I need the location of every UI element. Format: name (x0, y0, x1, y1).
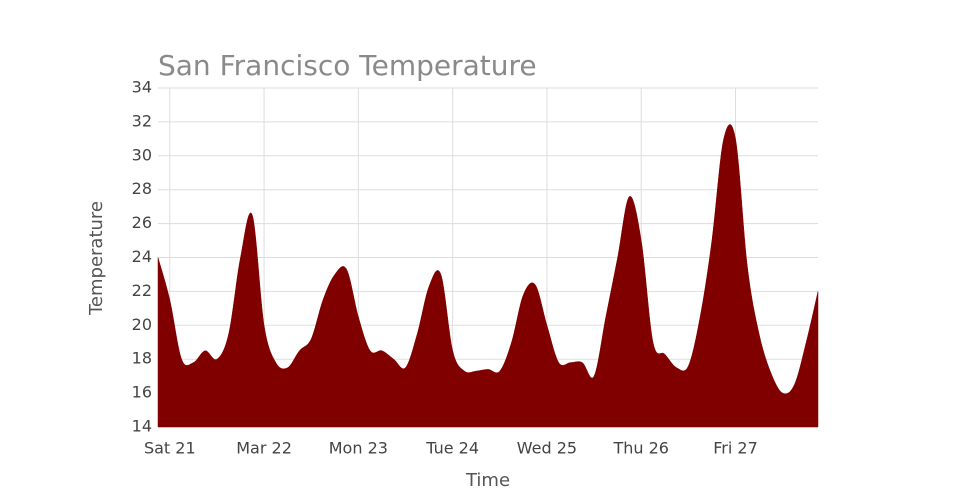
x-tick-label: Mar 22 (236, 439, 292, 458)
y-tick-label: 30 (132, 145, 152, 164)
x-tick-label: Wed 25 (517, 439, 577, 458)
y-tick-label: 14 (132, 417, 152, 436)
y-tick-label: 20 (132, 315, 152, 334)
x-axis-title: Time (465, 470, 510, 491)
y-tick-label: 28 (132, 179, 152, 198)
x-tick-label: Tue 24 (425, 439, 479, 458)
y-tick-label: 22 (132, 281, 152, 300)
x-tick-label: Thu 26 (612, 439, 669, 458)
y-tick-label: 34 (132, 78, 152, 97)
chart-title: San Francisco Temperature (158, 49, 537, 82)
y-tick-label: 26 (132, 213, 152, 232)
x-tick-label: Mon 23 (329, 439, 388, 458)
y-tick-label: 16 (132, 383, 152, 402)
y-tick-label: 18 (132, 349, 152, 368)
y-axis-title: Temperature (86, 201, 107, 316)
x-tick-label: Fri 27 (713, 439, 758, 458)
y-tick-label: 24 (132, 247, 152, 266)
x-tick-label: Sat 21 (144, 439, 196, 458)
area (157, 124, 819, 428)
y-tick-label: 32 (132, 111, 152, 130)
